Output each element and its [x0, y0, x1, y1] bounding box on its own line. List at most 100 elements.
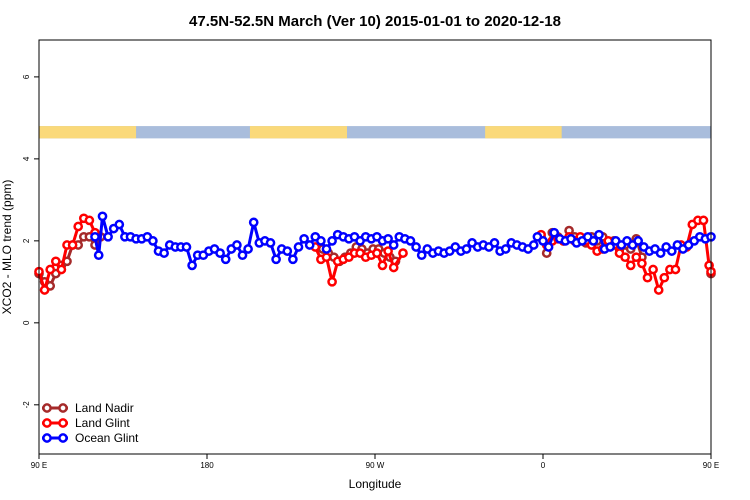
data-point [620, 252, 630, 263]
land-band-segment [485, 126, 562, 139]
data-point [327, 236, 337, 246]
data-point [594, 229, 604, 240]
data-point [50, 256, 61, 267]
data-point [538, 236, 548, 246]
data-point [321, 252, 332, 263]
data-point [416, 250, 427, 261]
legend-label: Land Nadir [75, 401, 134, 415]
data-point [299, 233, 309, 244]
data-point [187, 260, 197, 271]
legend-item-ocean-glint: Ocean Glint [42, 431, 139, 445]
y-tick-label: 4 [22, 156, 31, 161]
data-point [321, 244, 332, 254]
data-point [304, 240, 315, 250]
data-point [631, 252, 642, 263]
data-point [248, 217, 259, 228]
data-point [633, 236, 644, 246]
data-point [288, 254, 298, 265]
x-axis: 90 E 180 90 W 0 90 E [31, 454, 719, 470]
data-point [114, 219, 125, 230]
data-point [372, 248, 382, 258]
data-point [103, 231, 113, 242]
data-point [271, 254, 281, 265]
legend-swatch-marker [58, 403, 68, 413]
data-point [588, 236, 599, 246]
land-band-segment [39, 126, 137, 139]
data-point [411, 242, 421, 252]
data-point [405, 236, 416, 246]
chart-title: 47.5N-52.5N March (Ver 10) 2015-01-01 to… [189, 13, 561, 30]
data-point [232, 240, 242, 250]
data-point [265, 238, 276, 248]
data-point [237, 250, 248, 261]
data-point [93, 250, 104, 261]
data-point [56, 264, 67, 275]
data-point [543, 242, 554, 252]
data-point [377, 260, 388, 271]
land-ocean-band [39, 126, 711, 139]
data-point [67, 240, 78, 250]
x-axis-label: Longitude [349, 477, 402, 491]
x-tick-label: 90 W [366, 461, 385, 470]
y-tick-label: 6 [22, 74, 31, 79]
data-point [659, 272, 670, 283]
legend-swatch-marker [42, 418, 52, 428]
data-point [84, 215, 95, 226]
data-point [388, 240, 399, 250]
data-point [398, 248, 408, 258]
legend-swatch-marker [58, 433, 68, 443]
data-point [648, 264, 658, 275]
legend-swatch-marker [42, 433, 52, 443]
legend-item-land-glint: Land Glint [42, 416, 130, 430]
data-point [670, 264, 681, 275]
data-point [327, 276, 337, 287]
y-tick-label: 0 [22, 320, 31, 325]
series-land-glint [34, 213, 716, 295]
x-tick-label: 0 [541, 461, 546, 470]
x-tick-label: 90 E [31, 461, 47, 470]
data-point [500, 244, 511, 254]
data-point [549, 227, 560, 238]
data-point [698, 215, 709, 226]
series-line [37, 216, 97, 292]
data-point [316, 236, 326, 246]
ocean-band [39, 126, 711, 139]
data-point [642, 272, 653, 283]
data-point [215, 248, 225, 258]
legend-swatch-marker [42, 403, 52, 413]
data-point [528, 240, 539, 250]
data-point [489, 238, 500, 248]
land-band-segment [249, 126, 347, 139]
data-point [653, 285, 664, 295]
y-tick-label: 2 [22, 238, 31, 243]
y-tick-label: -2 [22, 401, 31, 409]
data-point [159, 248, 169, 258]
x-tick-label: 90 E [703, 461, 719, 470]
legend-label: Land Glint [75, 416, 130, 430]
data-point [383, 246, 393, 256]
data-point [148, 236, 158, 246]
legend-item-land-nadir: Land Nadir [42, 401, 134, 415]
data-point [461, 244, 472, 254]
series-layer [34, 211, 716, 295]
data-point [220, 254, 231, 265]
data-point [90, 231, 100, 242]
data-point [605, 242, 616, 252]
data-point [293, 242, 304, 252]
y-axis-label: XCO2 - MLO trend (ppm) [0, 180, 14, 315]
data-point [388, 262, 399, 273]
data-point [637, 258, 647, 269]
data-point [383, 233, 393, 244]
data-point [666, 246, 677, 256]
data-point [39, 285, 50, 295]
data-point [45, 264, 56, 275]
data-point [181, 242, 192, 252]
x-tick-label: 180 [200, 461, 214, 470]
data-point [73, 221, 84, 232]
data-point [243, 244, 253, 254]
legend-label: Ocean Glint [75, 431, 139, 445]
data-point [625, 260, 636, 271]
series-ocean-glint [90, 211, 716, 271]
